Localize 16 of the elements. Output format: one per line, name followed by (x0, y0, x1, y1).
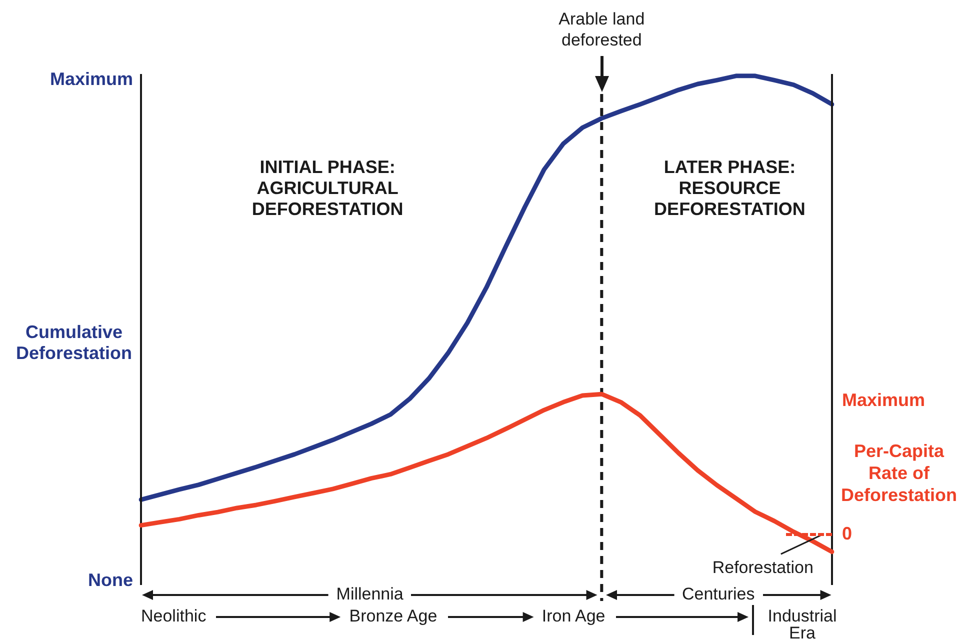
text: None (88, 570, 133, 590)
text: Industrial Era (768, 606, 837, 641)
annotation: LATER PHASE: RESOURCE DEFORESTATION (654, 157, 806, 220)
text: Millennia (336, 584, 404, 604)
annotation: Maximum (50, 69, 133, 90)
text: Bronze Age (349, 606, 438, 626)
text: 0 (842, 523, 852, 544)
text: Centuries (682, 584, 755, 604)
text: Neolithic (141, 606, 207, 626)
y-axis-title: Cumulative Deforestation (16, 322, 132, 364)
text: Arable land deforested (558, 10, 645, 50)
annotation: INITIAL PHASE: AGRICULTURAL DEFORESTATION (252, 157, 404, 220)
text: Maximum (842, 390, 926, 410)
text: Reforestation (712, 558, 814, 577)
text: Iron Age (542, 606, 606, 626)
y-axis-title: Per-Capita Rate of Deforestation (840, 441, 958, 506)
